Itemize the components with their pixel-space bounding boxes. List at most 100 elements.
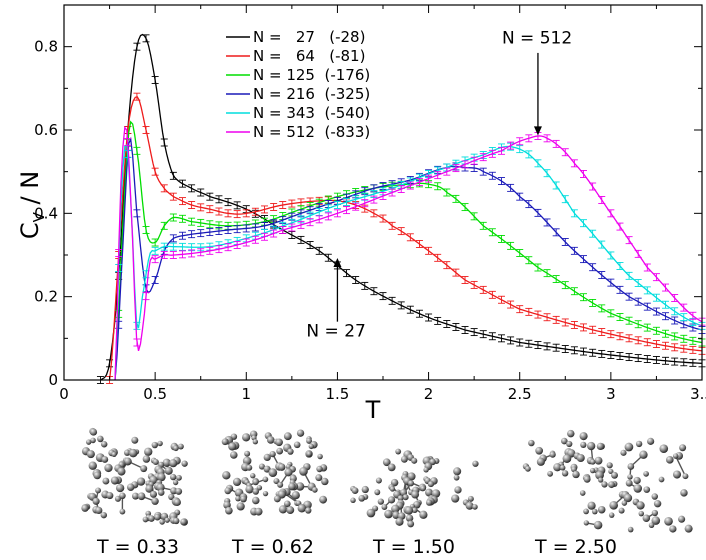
svg-text:CV / N: CV / N <box>16 171 48 239</box>
atom <box>590 459 596 465</box>
atom <box>228 442 237 451</box>
y-tick-label: 0.8 <box>34 38 58 56</box>
atom <box>453 467 462 476</box>
legend: N = 27 (-28)N = 64 (-81)N = 125 (-176)N … <box>226 28 370 141</box>
atom <box>245 485 254 494</box>
atom <box>536 457 545 466</box>
atom <box>152 458 159 466</box>
atom <box>89 428 98 436</box>
atom <box>276 447 284 455</box>
atom <box>562 454 572 463</box>
atom <box>419 510 428 519</box>
atom <box>181 460 188 467</box>
atom <box>142 455 151 463</box>
atom <box>583 520 589 526</box>
atom <box>411 457 418 464</box>
atom <box>407 480 415 487</box>
atom <box>389 486 396 492</box>
atom <box>404 506 414 515</box>
atom <box>170 487 178 495</box>
atom <box>566 440 573 448</box>
atom <box>420 485 426 492</box>
x-tick-label: 2 <box>424 385 434 403</box>
x-tick-label: 1 <box>242 385 252 403</box>
atom <box>283 432 292 441</box>
atom <box>169 459 178 468</box>
snapshot-label-2: T = 0.62 <box>232 536 314 558</box>
x-tick-label: 2.5 <box>508 385 532 403</box>
atom <box>256 485 263 491</box>
atom <box>384 509 393 519</box>
atom <box>425 488 433 497</box>
atom <box>659 444 669 453</box>
atom <box>642 514 651 523</box>
atom <box>594 456 603 465</box>
atom <box>407 520 415 528</box>
atom <box>273 478 280 485</box>
heat-capacity-chart: 0 0.5 1 1.5 2 2.5 3 3.5 0 0.2 0.4 0.6 0.8 T CV / N N… <box>16 4 706 420</box>
atom <box>643 470 649 477</box>
atom <box>286 506 295 515</box>
atom <box>664 516 673 526</box>
atom <box>643 486 651 493</box>
atom <box>319 495 328 504</box>
x-tick-label: 0.5 <box>143 385 167 403</box>
atom <box>92 497 100 505</box>
atom <box>123 457 132 466</box>
atom <box>117 467 126 476</box>
atom <box>262 490 269 497</box>
atom <box>95 487 102 494</box>
atom <box>597 505 606 514</box>
atom <box>633 484 643 493</box>
atom <box>391 504 400 514</box>
atom <box>81 504 89 512</box>
series-n343 <box>114 142 706 381</box>
atom <box>411 490 420 499</box>
atom <box>402 494 409 501</box>
bond <box>675 455 687 477</box>
atom <box>283 500 291 508</box>
atom <box>296 429 305 437</box>
atom <box>266 436 275 444</box>
atom <box>651 509 659 517</box>
series-line-n27 <box>100 33 703 381</box>
atom <box>595 470 604 480</box>
atom <box>291 491 300 500</box>
atom <box>288 482 296 491</box>
atom <box>101 456 109 463</box>
atom <box>176 474 182 481</box>
atom <box>240 495 247 503</box>
atom <box>666 456 674 464</box>
atom <box>221 438 229 446</box>
atom <box>589 467 596 474</box>
atom <box>235 495 241 502</box>
atom <box>528 439 535 447</box>
atom <box>361 485 369 494</box>
atom <box>593 520 603 530</box>
atom <box>275 438 283 447</box>
annotation-n27: N = 27 <box>306 322 365 342</box>
atom <box>164 517 170 523</box>
atom <box>621 500 628 506</box>
atom <box>278 505 288 514</box>
atom <box>269 450 276 458</box>
atom <box>106 492 114 500</box>
atom <box>278 463 286 471</box>
atom <box>100 441 108 448</box>
atom <box>177 443 184 450</box>
atom <box>576 453 585 463</box>
atom <box>400 455 408 463</box>
atom <box>559 464 566 471</box>
atom <box>601 481 608 488</box>
atom <box>608 512 615 518</box>
atom <box>154 513 161 521</box>
atom <box>93 471 102 480</box>
atom <box>411 507 418 514</box>
atom <box>427 480 435 488</box>
atom <box>375 477 382 484</box>
series-line-n216 <box>114 136 703 381</box>
atom <box>273 495 281 503</box>
atom <box>252 496 260 505</box>
atom <box>123 449 131 456</box>
atom <box>244 450 251 457</box>
